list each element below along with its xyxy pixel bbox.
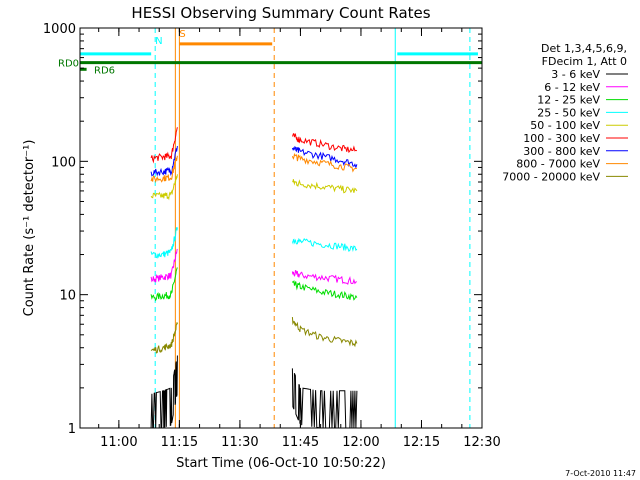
x-tick-label-5: 12:15 [403, 435, 440, 450]
series-line-7-seg-1 [291, 152, 358, 173]
series-line-0-seg-0 [150, 355, 178, 429]
legend-entry-5: 100 - 300 keV [523, 132, 600, 145]
legend-entry-2: 12 - 25 keV [537, 94, 600, 107]
series-line-8-seg-0 [150, 322, 178, 354]
x-tick-label-0: 11:00 [100, 435, 137, 450]
flag-label-rd6: RD6 [94, 65, 115, 76]
series-line-3-seg-1 [291, 237, 358, 253]
flag-marker-n: N [155, 36, 162, 47]
y-tick-label-3: 1000 [43, 22, 76, 37]
series-line-4-seg-1 [292, 179, 358, 194]
y-tick-label-2: 100 [51, 155, 76, 170]
plot-frame [79, 27, 483, 429]
legend-entry-6: 300 - 800 keV [523, 145, 600, 158]
series-line-7-seg-0 [150, 155, 178, 184]
legend-header-0: Det 1,3,4,5,6,9, [541, 42, 627, 55]
series-line-4-seg-0 [150, 174, 178, 201]
timestamp: 7-Oct-2010 11:47 [565, 469, 636, 478]
y-tick-label-1: 10 [59, 289, 76, 304]
plot-data-layer: RD0 RD6 S N [58, 28, 482, 429]
x-tick-label-3: 11:45 [282, 435, 319, 450]
series-line-2-seg-0 [150, 267, 178, 302]
flag-label-rd0: RD0 [58, 59, 79, 70]
series-line-5-seg-1 [291, 132, 358, 154]
x-axis-label: Start Time (06-Oct-10 10:50:22) [176, 456, 386, 471]
legend-entry-3: 25 - 50 keV [537, 106, 600, 119]
axes-layer: 11:00 11:15 11:30 11:45 12:00 12:15 12:30 1 10 10… [43, 22, 501, 450]
legend-header-1: FDecim 1, Att 0 [542, 55, 627, 68]
series-line-5-seg-0 [150, 127, 178, 164]
x-tick-label-2: 11:30 [221, 435, 258, 450]
legend-entry-8: 7000 - 20000 keV [502, 170, 600, 183]
series-line-3-seg-0 [150, 227, 178, 259]
series-line-6-seg-1 [291, 146, 358, 169]
series-line-1-seg-1 [291, 270, 357, 285]
series-line-2-seg-1 [291, 279, 358, 301]
legend: Det 1,3,4,5,6,9,FDecim 1, Att 03 - 6 keV… [502, 42, 628, 183]
legend-entry-0: 3 - 6 keV [551, 68, 600, 81]
x-tick-label-6: 12:30 [463, 435, 500, 450]
x-tick-label-1: 11:15 [161, 435, 198, 450]
chart-title: HESSI Observing Summary Count Rates [131, 4, 430, 22]
x-tick-label-4: 12:00 [342, 435, 379, 450]
legend-entry-1: 6 - 12 keV [544, 81, 600, 94]
flag-marker-s: S [179, 29, 185, 40]
series-line-8-seg-1 [291, 317, 358, 348]
y-axis-label: Count Rate (s⁻¹ detector⁻¹) [22, 140, 37, 317]
series-line-1-seg-0 [150, 248, 178, 283]
series-line-0-seg-1 [291, 368, 358, 429]
series-line-6-seg-0 [150, 146, 178, 177]
y-tick-label-0: 1 [68, 422, 76, 437]
legend-entry-4: 50 - 100 keV [530, 119, 600, 132]
legend-entry-7: 800 - 7000 keV [516, 158, 600, 171]
